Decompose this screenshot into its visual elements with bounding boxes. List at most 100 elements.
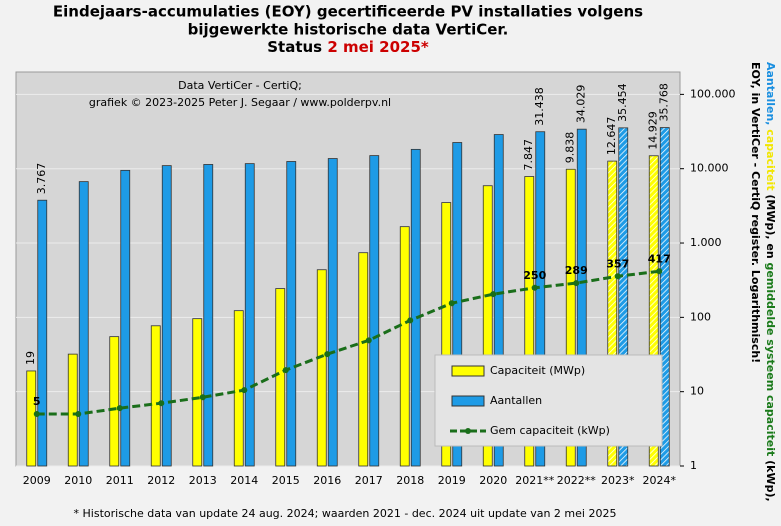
y-tick-label: 100.000 (690, 87, 736, 100)
bar (369, 155, 380, 467)
data-label: 250 (523, 269, 546, 282)
marker (448, 300, 455, 307)
bar (150, 325, 161, 467)
x-tick-label: 2021** (515, 474, 554, 487)
x-tick-label: 2010 (64, 474, 92, 487)
annotation: grafiek © 2023-2025 Peter J. Segaar / ww… (89, 96, 391, 109)
bar (659, 127, 670, 467)
x-tick-label: 2011 (106, 474, 134, 487)
bar (109, 336, 120, 467)
y-tick-label: 1.000 (690, 236, 722, 249)
y-axis-label-part: (kWp), (764, 456, 777, 501)
y-tick-label: 10.000 (690, 162, 729, 175)
data-label: 7.847 (522, 139, 535, 171)
y-axis-label-part: EOY, in VertiCer - CertiQ register. Loga… (749, 62, 762, 363)
bar (607, 160, 618, 467)
y-axis-label: Aantallen, capaciteit (MWp), en gemiddel… (764, 62, 777, 502)
marker (407, 317, 414, 324)
data-label: 34.029 (575, 85, 588, 124)
bar (648, 155, 659, 467)
data-label: 14.929 (647, 111, 660, 150)
bar (192, 318, 203, 467)
bar (161, 165, 172, 467)
marker (116, 405, 123, 412)
bar (203, 164, 214, 467)
x-tick-label: 2024* (643, 474, 677, 487)
marker (490, 291, 497, 298)
data-label: 12.647 (605, 117, 618, 156)
y-tick-label: 10 (690, 385, 704, 398)
chart-title: Eindejaars-accumulaties (EOY) gecertific… (53, 3, 643, 21)
bar (565, 168, 576, 467)
y-axis-label-part: capaciteit (764, 129, 777, 190)
marker (573, 280, 580, 287)
x-tick-label: 2023* (601, 474, 635, 487)
x-tick-label: 2013 (189, 474, 217, 487)
bar (524, 176, 535, 467)
data-label: 35.454 (616, 83, 629, 122)
marker (324, 351, 331, 358)
bar (441, 202, 452, 467)
legend-label: Gem capaciteit (kWp) (490, 424, 610, 437)
y-axis-label-part: Aantallen, (764, 62, 777, 129)
legend-swatch (451, 395, 485, 407)
x-tick-label: 2018 (396, 474, 424, 487)
bar (78, 181, 89, 467)
bar (358, 252, 369, 467)
data-label: 35.768 (658, 83, 671, 122)
marker (241, 387, 248, 394)
bar (576, 128, 587, 467)
y-axis-label-part: gemiddelde systeem capaciteit (764, 263, 777, 457)
x-tick-label: 2022** (557, 474, 596, 487)
x-tick-label: 2015 (272, 474, 300, 487)
bar (482, 185, 493, 467)
bar (618, 127, 629, 467)
chart-title: bijgewerkte historische data VertiCer. (188, 21, 509, 39)
legend-label: Aantallen (490, 394, 542, 407)
bar (26, 370, 37, 467)
x-tick-label: 2012 (147, 474, 175, 487)
bar (399, 226, 410, 467)
status-date: 2 mei 2025* (327, 38, 429, 56)
marker (33, 411, 40, 418)
y-tick-label: 100 (690, 310, 711, 323)
bar (316, 269, 327, 467)
data-label: 5 (33, 395, 41, 408)
data-label: 3.767 (35, 163, 48, 195)
x-tick-label: 2009 (23, 474, 51, 487)
bar (410, 148, 421, 467)
bar (244, 163, 255, 467)
bar (493, 134, 504, 467)
x-tick-label: 2020 (479, 474, 507, 487)
marker (282, 367, 289, 374)
bar (275, 288, 286, 467)
x-tick-label: 2016 (313, 474, 341, 487)
bar (535, 131, 546, 467)
x-tick-label: 2019 (438, 474, 466, 487)
data-label: 289 (565, 264, 588, 277)
data-label: 31.438 (533, 87, 546, 126)
legend-marker (465, 428, 471, 434)
data-label: 19 (24, 351, 37, 365)
marker (614, 273, 621, 280)
x-tick-label: 2017 (355, 474, 383, 487)
legend-label: Capaciteit (MWp) (490, 364, 585, 377)
bar (37, 199, 48, 467)
bar (327, 158, 338, 467)
data-label: 357 (606, 257, 629, 270)
marker (199, 394, 206, 401)
y-axis-label-part: (MWp), en (764, 191, 777, 263)
status-label: Status (267, 38, 322, 56)
marker (158, 400, 165, 407)
marker (531, 284, 538, 291)
footnote: * Historische data van update 24 aug. 20… (74, 507, 617, 520)
data-label: 9.838 (564, 132, 577, 164)
marker (656, 268, 663, 275)
marker (365, 337, 372, 344)
y-tick-label: 1 (690, 459, 697, 472)
bar (67, 353, 78, 467)
x-tick-label: 2014 (230, 474, 258, 487)
y-axis-label: EOY, in VertiCer - CertiQ register. Loga… (749, 62, 762, 363)
bar (286, 161, 297, 467)
